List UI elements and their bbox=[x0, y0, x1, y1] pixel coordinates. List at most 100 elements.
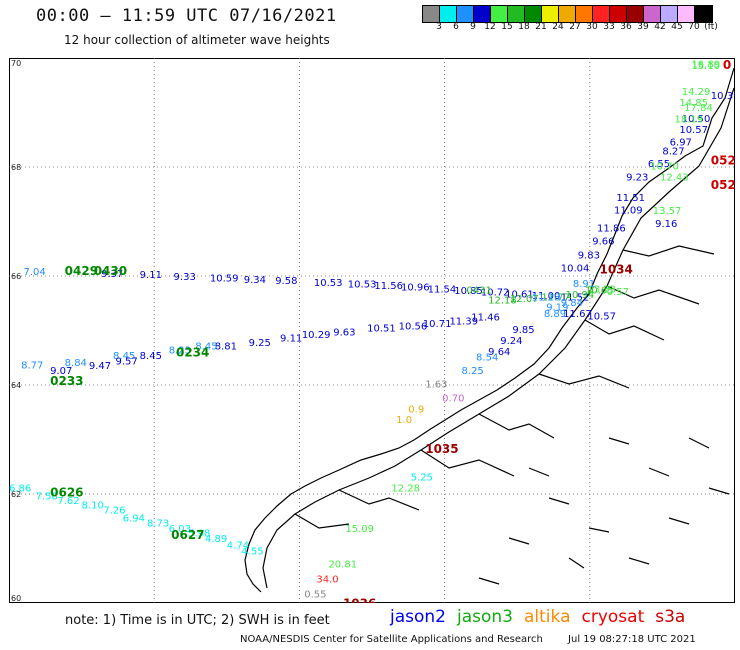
fjord-4 bbox=[294, 513, 350, 529]
scale-label: 3 bbox=[436, 22, 442, 32]
fjord-8 bbox=[538, 373, 630, 389]
swh-value: 14.85 bbox=[679, 98, 708, 109]
swh-value: 8.54 bbox=[476, 352, 498, 363]
swh-value: 0.55 bbox=[304, 590, 326, 601]
fjord-6 bbox=[622, 245, 715, 257]
swh-value: 11.56 bbox=[374, 281, 403, 292]
swh-value: 8.89 bbox=[544, 309, 566, 320]
lat-tick-label: 68 bbox=[11, 163, 21, 172]
scale-label: 45 bbox=[671, 22, 683, 32]
track-t9: 6.86 7.58 7.62 8.10 7.266.94 8.73 6.035.984.89… bbox=[9, 472, 433, 557]
scale-swatch bbox=[474, 6, 491, 22]
swh-value: 10.59 bbox=[210, 273, 239, 284]
scale-label: 42 bbox=[654, 22, 666, 32]
swh-value: 11.67 bbox=[563, 309, 592, 320]
map-frame bbox=[9, 58, 735, 603]
color-scale-labels: 3 6 9 12 15 18 21 24 27 30 33 36 39 42 45 70 (ft) bbox=[422, 22, 728, 34]
lat-tick-label: 64 bbox=[11, 381, 21, 390]
swh-value: 8.23 bbox=[169, 345, 191, 356]
swh-value: 15.09 bbox=[345, 524, 374, 535]
swh-value: 15.10 bbox=[691, 61, 720, 72]
swh-value: 10.96 bbox=[401, 283, 430, 294]
swh-value: 9.63 bbox=[333, 327, 355, 338]
swh-value: 9.11 bbox=[280, 333, 302, 344]
swh-value: 9.64 bbox=[488, 347, 510, 358]
swh-value: 0.70 bbox=[442, 393, 464, 404]
swh-value: 9.85 bbox=[512, 325, 534, 336]
swh-value: 9.58 bbox=[275, 276, 297, 287]
scale-swatch bbox=[559, 6, 576, 22]
track-t10: 1.63 0.55 bbox=[304, 380, 447, 601]
legend-jason2: jason2 bbox=[390, 607, 446, 627]
map-canvas[interactable]: 03691215706866646260 9.379.119.3310.599.… bbox=[9, 47, 740, 614]
scale-swatch bbox=[644, 6, 661, 22]
swh-value: 7.04 bbox=[24, 267, 46, 278]
scale-swatch bbox=[440, 6, 457, 22]
swh-value: 9.11 bbox=[140, 270, 162, 281]
track-t4: 8.458.81 9.25 9.11 10.29 9.63 10.51 10.5610.71… bbox=[140, 309, 616, 362]
pass-time-label: 1035 bbox=[425, 442, 458, 456]
swh-value: 10.04 bbox=[561, 264, 590, 275]
swh-value: 12.07 bbox=[510, 294, 539, 305]
swh-value: 1.63 bbox=[425, 380, 447, 391]
swh-value: 12.18 bbox=[488, 295, 517, 306]
swh-value: 7.58 bbox=[36, 491, 58, 502]
scale-swatch bbox=[610, 6, 627, 22]
swh-value: 11.51 bbox=[616, 193, 645, 204]
coastline-norway bbox=[244, 67, 735, 593]
swh-value: 10.94 bbox=[566, 290, 595, 301]
swh-value: 13.57 bbox=[653, 206, 682, 217]
swh-value: 17.84 bbox=[684, 103, 713, 114]
track-t12: 0.91.0 bbox=[396, 404, 424, 426]
swh-value: 8.81 bbox=[215, 342, 237, 353]
swh-value: 12.28 bbox=[391, 483, 420, 494]
swh-value: 11.52 bbox=[561, 293, 590, 304]
scale-swatch bbox=[491, 6, 508, 22]
scale-label: 33 bbox=[603, 22, 615, 32]
swh-value: 9.25 bbox=[249, 338, 271, 349]
lat-tick-label: 66 bbox=[11, 272, 21, 281]
scale-label: 21 bbox=[535, 22, 547, 32]
swh-value: 10.65 bbox=[585, 285, 614, 296]
swh-value: 8.84 bbox=[65, 358, 87, 369]
swh-value: 9.66 bbox=[592, 236, 614, 247]
scale-swatch bbox=[508, 6, 525, 22]
legend-s3a: s3a bbox=[655, 607, 686, 627]
swh-value: 4.74 bbox=[227, 541, 249, 552]
swh-value: 5.25 bbox=[411, 472, 433, 483]
scale-swatch bbox=[593, 6, 610, 22]
pass-time-label: 1034 bbox=[599, 262, 632, 276]
scale-swatch bbox=[627, 6, 644, 22]
scale-swatch bbox=[525, 6, 542, 22]
lat-tick-label: 62 bbox=[11, 490, 21, 499]
swh-value: 11.46 bbox=[471, 313, 500, 324]
swh-value: 10.29 bbox=[302, 330, 331, 341]
scale-label: 70 bbox=[688, 22, 700, 32]
swh-value: 8.45 bbox=[113, 351, 135, 362]
swh-value: 9.33 bbox=[174, 272, 196, 283]
lat-tick-label: 70 bbox=[11, 59, 21, 68]
swh-value: 11.54 bbox=[428, 284, 457, 295]
track-t11: 0.70 bbox=[442, 393, 464, 404]
scale-swatch bbox=[576, 6, 593, 22]
scale-label: 9 bbox=[470, 22, 476, 32]
scale-label: 6 bbox=[453, 22, 459, 32]
swh-value: 6.03 bbox=[169, 524, 191, 535]
swh-value: 10.72 bbox=[481, 288, 510, 299]
swh-value: 8.27 bbox=[662, 146, 684, 157]
pass-time-label: 0626 bbox=[50, 486, 83, 500]
swh-value: 10.61 bbox=[505, 289, 534, 300]
swh-value: 6.97 bbox=[670, 138, 692, 149]
swh-value: 4.55 bbox=[241, 546, 263, 557]
swh-value: 6.86 bbox=[9, 483, 31, 494]
swh-value: 9.34 bbox=[244, 275, 266, 286]
swh-value: 9.84 bbox=[561, 298, 583, 309]
wave-height-map[interactable]: 03691215706866646260 9.379.119.3310.599.… bbox=[9, 47, 740, 614]
color-scale-bar bbox=[422, 5, 713, 23]
swh-value: 12.43 bbox=[660, 173, 689, 184]
swh-value: 8.45 bbox=[140, 351, 162, 362]
swh-value: 8.73 bbox=[147, 519, 169, 530]
scale-swatch bbox=[678, 6, 695, 22]
